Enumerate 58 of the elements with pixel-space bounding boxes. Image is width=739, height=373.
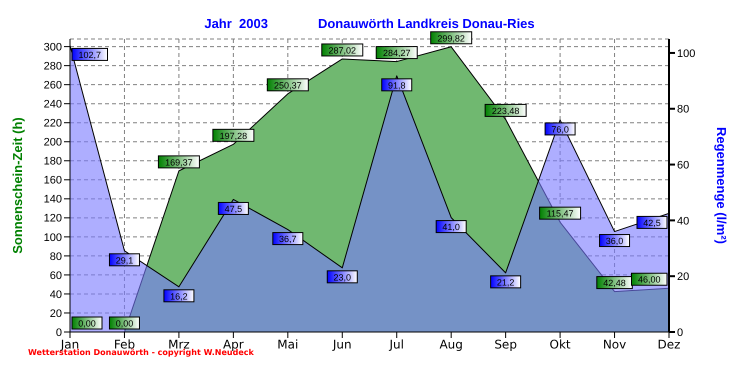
x-tick-label: Jun bbox=[332, 338, 352, 352]
data-label: 287,02 bbox=[328, 45, 356, 56]
x-tick-label: Mai bbox=[277, 338, 298, 352]
data-label: 36,0 bbox=[606, 236, 624, 246]
y2-tick-label: 20 bbox=[677, 271, 690, 284]
chart-title: Jahr 2003 bbox=[204, 16, 268, 31]
data-label: 36,7 bbox=[279, 234, 297, 244]
data-label: 115,47 bbox=[546, 208, 574, 219]
y-tick-label: 220 bbox=[44, 118, 62, 130]
data-label: 223,48 bbox=[492, 106, 520, 116]
y2-axis-title: Regenmenge (l/m²) bbox=[714, 126, 729, 244]
y-tick-label: 80 bbox=[50, 250, 62, 263]
data-label: 23,0 bbox=[334, 272, 352, 282]
data-label: 16,2 bbox=[170, 291, 188, 302]
y-tick-label: 260 bbox=[44, 80, 62, 92]
x-tick-label: Dez bbox=[658, 338, 680, 352]
x-tick-label: Aug bbox=[439, 338, 463, 352]
y2-tick-label: 80 bbox=[677, 104, 690, 116]
data-label: 21,2 bbox=[496, 277, 514, 288]
data-label: 46,00 bbox=[638, 274, 661, 285]
data-label: 76,0 bbox=[551, 124, 569, 134]
data-label: 250,37 bbox=[274, 80, 302, 90]
data-label: 42,48 bbox=[603, 278, 626, 288]
y2-tick-label: 100 bbox=[677, 48, 696, 60]
x-tick-label: Nov bbox=[602, 338, 626, 352]
y-tick-label: 100 bbox=[44, 232, 62, 244]
y-tick-label: 240 bbox=[44, 98, 62, 111]
chart-subtitle: Donauwörth Landkreis Donau-Ries bbox=[318, 16, 535, 31]
y-tick-label: 120 bbox=[44, 212, 62, 225]
y-tick-label: 40 bbox=[50, 288, 62, 301]
data-label: 42,5 bbox=[643, 218, 661, 228]
y2-tick-label: 40 bbox=[677, 215, 690, 228]
y2-tick-label: 60 bbox=[677, 159, 690, 172]
data-label: 0,00 bbox=[116, 318, 134, 328]
data-label: 197,28 bbox=[220, 130, 248, 141]
x-tick-label: Okt bbox=[550, 338, 571, 352]
y2-tick-label: 0 bbox=[677, 326, 684, 339]
data-label: 102,7 bbox=[78, 50, 102, 60]
data-label: 169,37 bbox=[165, 157, 193, 168]
y-tick-label: 180 bbox=[44, 156, 62, 168]
y-axis-title: Sonnenschein-Zeit (h) bbox=[10, 117, 25, 254]
x-tick-label: Jul bbox=[388, 338, 404, 352]
y-tick-label: 60 bbox=[50, 270, 62, 282]
y-tick-label: 200 bbox=[44, 136, 62, 149]
data-label: 0,00 bbox=[78, 318, 96, 328]
data-label: 41,0 bbox=[442, 222, 460, 232]
data-label: 29,1 bbox=[116, 255, 134, 266]
y-tick-label: 20 bbox=[50, 308, 62, 320]
y-tick-label: 140 bbox=[44, 194, 62, 206]
y-tick-label: 300 bbox=[44, 42, 62, 54]
y-tick-label: 280 bbox=[44, 60, 62, 73]
data-label: 47,5 bbox=[224, 204, 242, 214]
y-tick-label: 160 bbox=[44, 174, 62, 187]
data-label: 91,8 bbox=[388, 80, 406, 90]
data-label: 299,82 bbox=[437, 33, 465, 44]
y-tick-label: 0 bbox=[56, 326, 62, 339]
x-tick-label: Sep bbox=[494, 338, 517, 352]
data-label: 284,27 bbox=[382, 48, 410, 58]
